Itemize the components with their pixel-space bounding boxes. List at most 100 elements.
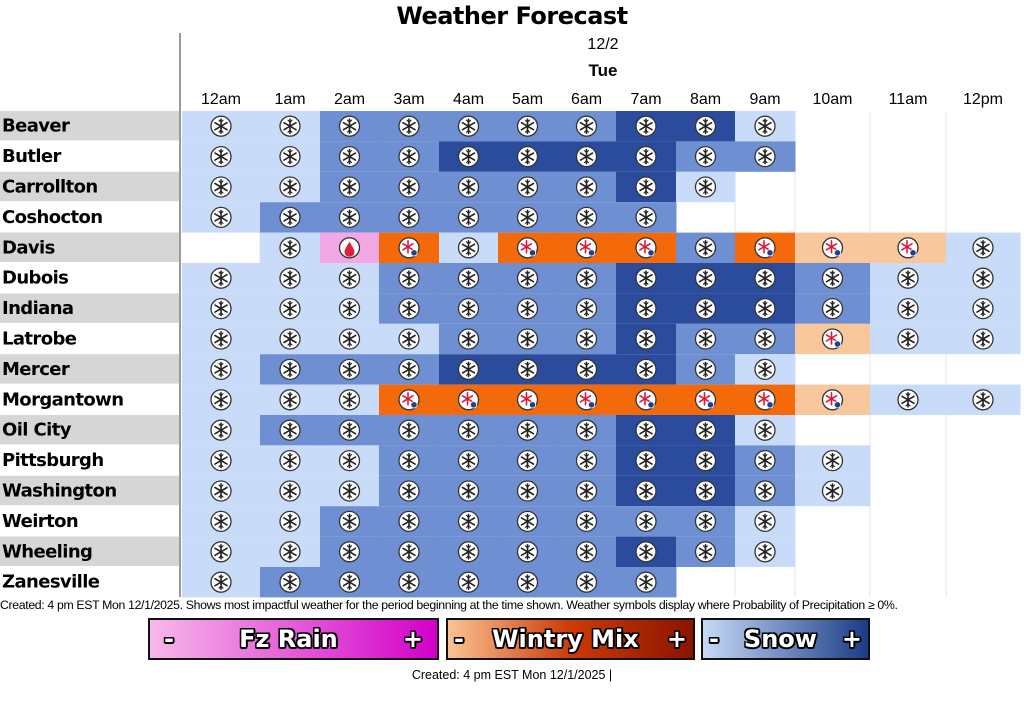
wintry-mix-icon [821,237,844,259]
snow-icon [338,206,361,229]
snow-icon [821,449,844,472]
snow-icon [821,297,844,320]
snow-icon [338,297,361,320]
snow-icon [972,267,994,290]
snow-icon [694,328,717,350]
snow-icon [694,419,717,442]
snow-icon [694,115,717,137]
snow-icon [694,510,717,533]
snow-icon [694,237,717,259]
snow-icon [457,115,480,137]
snow-icon [210,328,232,350]
wintry-mix-icon [635,388,657,411]
location-label-davis: Davis [2,237,55,258]
snow-icon [398,419,420,442]
time-label-6am: 6am [571,91,602,108]
snow-icon [516,449,539,472]
snow-icon [516,145,539,168]
snow-icon [279,419,301,442]
snow-icon [754,540,776,563]
snow-icon [694,540,717,563]
wintry-mix-icon [754,237,776,259]
snow-icon [279,449,301,472]
location-label-dubois: Dubois [2,268,68,289]
location-label-oil-city: Oil City [2,420,72,441]
snow-icon [279,358,301,381]
snow-icon [457,358,480,381]
snow-icon [516,206,539,229]
snow-icon [635,419,657,442]
snow-icon [210,449,232,472]
snow-icon [821,480,844,502]
wintry-mix-icon [754,388,776,411]
wintry-mix-icon [398,237,420,259]
snow-icon [897,328,919,350]
snow-icon [279,297,301,320]
snow-icon [635,540,657,563]
row-band [0,111,180,141]
legend-snow-minus: - [709,625,719,653]
snow-icon [972,388,994,411]
snow-icon [754,449,776,472]
snow-icon [575,145,598,168]
location-label-weirton: Weirton [2,511,78,532]
snow-icon [210,176,232,198]
snow-icon [210,145,232,168]
location-label-pittsburgh: Pittsburgh [2,450,104,471]
snow-icon [575,297,598,320]
legend-wintry-mix-plus: + [666,625,687,653]
snow-icon [457,571,480,594]
snow-icon [516,571,539,594]
snow-icon [457,449,480,472]
snow-icon [754,510,776,533]
legend-snow-plus: + [841,625,862,653]
row-band [0,536,180,566]
snow-icon [575,115,598,137]
snow-icon [457,480,480,502]
time-label-12pm: 12pm [963,91,1003,108]
wintry-mix-icon [516,388,539,411]
row-band [0,171,180,202]
snow-icon [279,176,301,198]
snow-icon [694,449,717,472]
snow-icon [210,358,232,381]
snow-icon [279,267,301,290]
forecast-grid: Beaver Butler Carrollton Coshocton Davis Dubo… [0,33,1021,598]
snow-icon [338,176,361,198]
snow-icon [635,145,657,168]
row-band [0,232,180,262]
snow-icon [575,571,598,594]
snow-icon [516,510,539,533]
row-band [0,475,180,506]
snow-icon [516,328,539,350]
row-band [0,293,180,323]
snow-icon [635,297,657,320]
created-timestamp: Created: 4 pm EST Mon 12/1/2025 | [411,668,613,682]
snow-icon [635,358,657,381]
snow-icon [279,206,301,229]
freezing-rain-icon [338,237,361,259]
location-label-mercer: Mercer [2,359,70,380]
snow-icon [575,328,598,350]
snow-icon [279,388,301,411]
snow-icon [210,571,232,594]
snow-icon [338,267,361,290]
wintry-mix-icon [821,388,844,411]
snow-icon [575,267,598,290]
snow-icon [635,206,657,229]
snow-icon [897,267,919,290]
snow-icon [754,145,776,168]
snow-icon [210,419,232,442]
snow-icon [210,297,232,320]
location-label-latrobe: Latrobe [2,328,77,349]
row-band [0,415,180,445]
snow-icon [575,206,598,229]
snow-icon [338,358,361,381]
wintry-mix-icon [635,237,657,259]
wintry-mix-icon [821,328,844,350]
snow-icon [338,419,361,442]
footnote: Created: 4 pm EST Mon 12/1/2025. Shows m… [0,598,898,612]
snow-icon [398,297,420,320]
snow-icon [457,237,480,259]
snow-icon [516,480,539,502]
